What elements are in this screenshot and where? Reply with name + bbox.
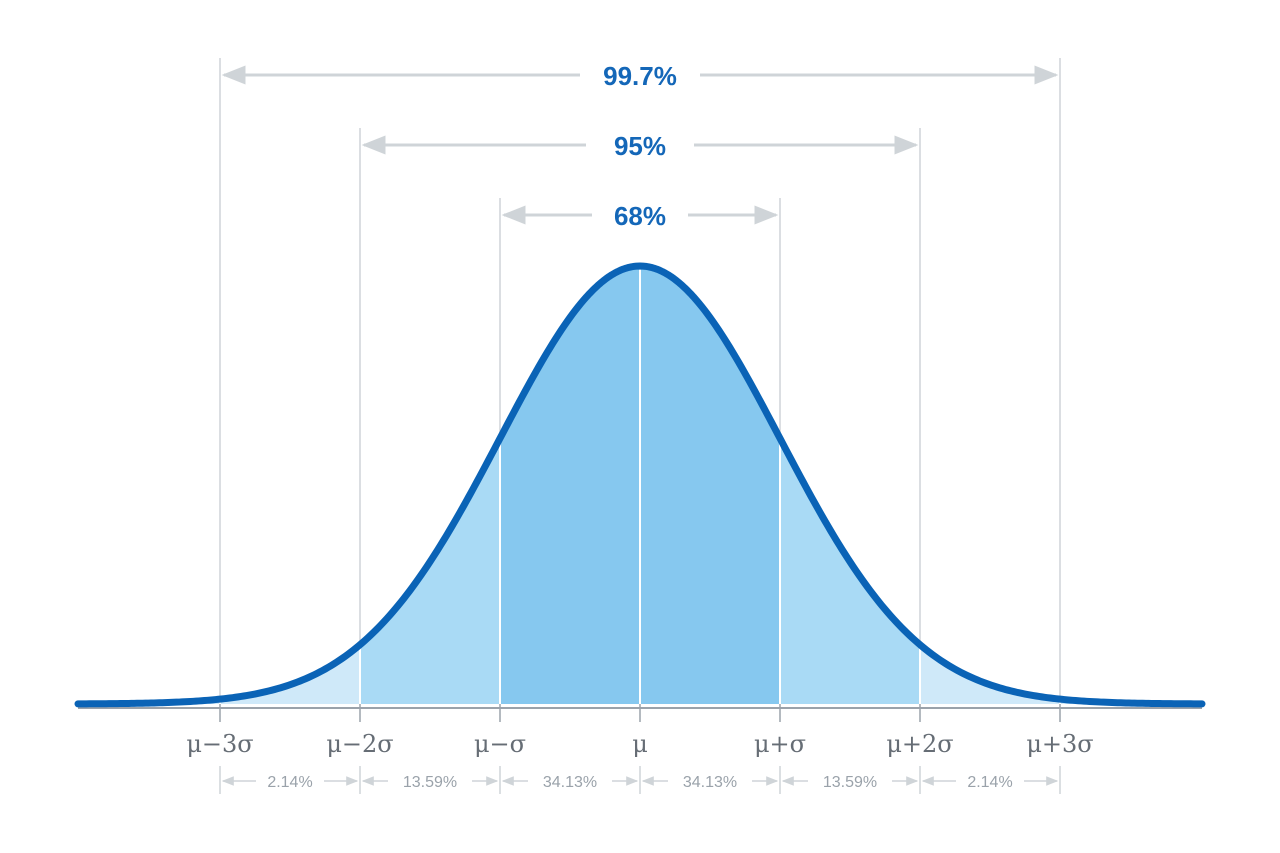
band-indicator: 13.59% bbox=[361, 774, 499, 791]
band-label: 13.59% bbox=[403, 774, 457, 791]
band-indicator: 2.14% bbox=[221, 774, 359, 791]
x-tick-label: μ−3σ bbox=[186, 730, 253, 758]
x-tick-label: μ−2σ bbox=[326, 730, 393, 758]
band-label: 2.14% bbox=[267, 774, 312, 791]
band-indicators: 2.14% 13.59% 34.13% 34.13% 13.59% 2.14% bbox=[221, 774, 1059, 791]
band-indicator: 13.59% bbox=[781, 774, 919, 791]
band-label: 13.59% bbox=[823, 774, 877, 791]
guide-lines bbox=[219, 58, 1061, 794]
range-label: 95% bbox=[614, 131, 666, 161]
x-tick-label: μ+σ bbox=[754, 730, 806, 758]
range-indicator: 95% bbox=[361, 131, 919, 161]
x-tick-labels: μ−3σ μ−2σ μ−σ μ μ+σ μ+2σ μ+3σ bbox=[186, 730, 1093, 758]
band-label: 34.13% bbox=[683, 774, 737, 791]
range-indicators: 99.7% 95% 68% bbox=[221, 61, 1059, 231]
band-label: 34.13% bbox=[543, 774, 597, 791]
band-indicator: 2.14% bbox=[921, 774, 1059, 791]
fill-right-tail bbox=[920, 644, 1202, 704]
band-indicator: 34.13% bbox=[501, 774, 639, 791]
band-label: 2.14% bbox=[967, 774, 1012, 791]
x-tick-label: μ+3σ bbox=[1026, 730, 1093, 758]
range-indicator: 99.7% bbox=[221, 61, 1059, 91]
x-tick-label: μ−σ bbox=[474, 730, 526, 758]
band-indicator: 34.13% bbox=[641, 774, 779, 791]
distribution-curve bbox=[74, 262, 1206, 708]
range-indicator: 68% bbox=[501, 201, 779, 231]
range-label: 68% bbox=[614, 201, 666, 231]
x-tick-label: μ bbox=[632, 730, 648, 758]
x-tick-label: μ+2σ bbox=[886, 730, 953, 758]
range-label: 99.7% bbox=[603, 61, 677, 91]
curve bbox=[74, 262, 1206, 708]
fill-left-tail bbox=[78, 644, 360, 704]
